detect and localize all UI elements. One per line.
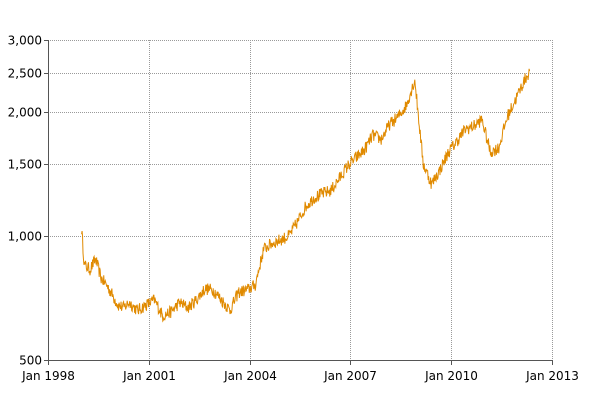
y-tick-label: 1,500 (8, 158, 42, 172)
x-tick-label: Jan 1998 (21, 369, 75, 383)
x-tick-label: Jan 2004 (223, 369, 277, 383)
y-tick-label: 500 (19, 354, 42, 368)
x-tick-label: Jan 2007 (323, 369, 377, 383)
y-tick-label: 2,500 (8, 67, 42, 81)
x-tick-label: Jan 2013 (525, 369, 579, 383)
y-tick-label: 3,000 (8, 34, 42, 48)
series-line (81, 68, 531, 323)
y-axis-tick-labels: 500 1,000 1,500 2,000 2,500 3,000 (8, 34, 42, 368)
y-tick-label: 2,000 (8, 106, 42, 120)
x-tick-label: Jan 2010 (424, 369, 478, 383)
grid-lines (48, 40, 553, 361)
x-tick-label: Jan 2001 (122, 369, 176, 383)
axes (44, 40, 553, 365)
x-axis-tick-labels: Jan 1998 Jan 2001 Jan 2004 Jan 2007 Jan 2010… (21, 369, 579, 383)
y-tick-label: 1,000 (8, 230, 42, 244)
